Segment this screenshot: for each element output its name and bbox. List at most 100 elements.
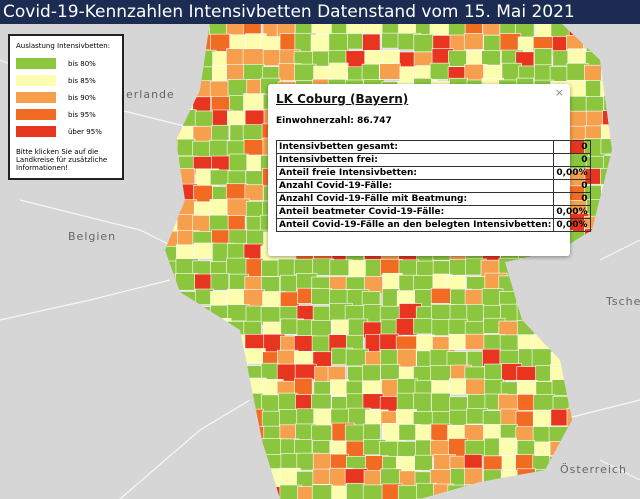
district[interactable] xyxy=(313,408,334,426)
district[interactable] xyxy=(534,64,553,83)
district[interactable] xyxy=(603,155,623,174)
district[interactable] xyxy=(618,366,639,382)
close-button[interactable]: × xyxy=(554,86,564,99)
district[interactable] xyxy=(569,289,593,309)
district[interactable] xyxy=(550,273,571,294)
district[interactable] xyxy=(161,454,179,472)
district[interactable] xyxy=(549,441,572,462)
district[interactable] xyxy=(175,81,195,98)
district[interactable] xyxy=(532,410,554,430)
district[interactable] xyxy=(414,454,433,471)
district[interactable] xyxy=(260,468,282,488)
district[interactable] xyxy=(176,365,198,383)
district[interactable] xyxy=(161,486,185,499)
district[interactable] xyxy=(177,335,201,355)
district[interactable] xyxy=(177,347,201,368)
district[interactable] xyxy=(600,48,619,64)
district[interactable] xyxy=(210,351,232,372)
district[interactable] xyxy=(311,320,332,338)
district[interactable] xyxy=(244,348,266,364)
district[interactable] xyxy=(161,198,182,219)
district[interactable] xyxy=(568,393,592,414)
district[interactable] xyxy=(533,317,556,336)
district[interactable] xyxy=(245,484,266,499)
district[interactable] xyxy=(195,336,217,353)
district[interactable] xyxy=(603,364,624,382)
district[interactable] xyxy=(619,125,639,142)
district[interactable] xyxy=(551,318,574,336)
district[interactable] xyxy=(601,32,621,50)
district[interactable] xyxy=(209,439,232,460)
district[interactable] xyxy=(448,378,468,395)
district[interactable] xyxy=(244,408,264,430)
district[interactable] xyxy=(548,426,570,444)
district[interactable] xyxy=(464,467,483,485)
district[interactable] xyxy=(535,469,556,489)
district[interactable] xyxy=(209,139,230,158)
district[interactable] xyxy=(602,110,626,129)
district[interactable] xyxy=(516,288,536,307)
district[interactable] xyxy=(586,36,604,54)
district[interactable] xyxy=(209,468,231,485)
district[interactable] xyxy=(175,199,198,217)
district[interactable] xyxy=(175,302,198,322)
district[interactable] xyxy=(499,33,522,52)
district[interactable] xyxy=(584,289,607,307)
district[interactable] xyxy=(178,33,201,50)
district[interactable] xyxy=(549,486,569,499)
district[interactable] xyxy=(619,156,636,173)
district[interactable] xyxy=(175,319,195,337)
district[interactable] xyxy=(484,379,504,396)
district[interactable] xyxy=(413,392,432,413)
district[interactable] xyxy=(161,184,182,205)
district[interactable] xyxy=(603,275,625,295)
district[interactable] xyxy=(226,453,248,470)
district[interactable] xyxy=(346,482,365,499)
district[interactable] xyxy=(603,483,622,499)
district[interactable] xyxy=(380,468,403,486)
district[interactable] xyxy=(551,257,574,277)
district[interactable] xyxy=(619,410,640,427)
district[interactable] xyxy=(585,482,607,499)
district[interactable] xyxy=(620,183,640,199)
district[interactable] xyxy=(566,408,587,429)
district[interactable] xyxy=(586,275,610,294)
district[interactable] xyxy=(533,272,552,289)
district[interactable] xyxy=(618,440,638,456)
district[interactable] xyxy=(293,258,316,275)
district[interactable] xyxy=(158,291,180,311)
district[interactable] xyxy=(619,81,640,98)
district[interactable] xyxy=(600,333,619,350)
district[interactable] xyxy=(210,364,233,383)
district[interactable] xyxy=(211,381,232,398)
district[interactable] xyxy=(585,258,607,279)
district[interactable] xyxy=(159,350,180,367)
district[interactable] xyxy=(416,334,435,351)
district[interactable] xyxy=(226,441,246,461)
district[interactable] xyxy=(568,261,590,280)
district[interactable] xyxy=(330,408,350,426)
district[interactable] xyxy=(262,49,281,67)
district[interactable] xyxy=(158,425,179,445)
district[interactable] xyxy=(260,259,281,277)
district[interactable] xyxy=(162,155,182,173)
district[interactable] xyxy=(362,423,381,441)
district[interactable] xyxy=(620,426,640,442)
district[interactable] xyxy=(620,337,639,357)
district[interactable] xyxy=(621,170,640,189)
district[interactable] xyxy=(160,410,180,430)
district[interactable] xyxy=(585,438,608,458)
district[interactable] xyxy=(311,335,331,354)
district[interactable] xyxy=(158,366,177,384)
district[interactable] xyxy=(193,242,215,259)
district[interactable] xyxy=(245,468,266,487)
district[interactable] xyxy=(245,455,265,475)
district[interactable] xyxy=(244,426,265,447)
district[interactable] xyxy=(549,291,572,310)
district[interactable] xyxy=(465,378,487,395)
district[interactable] xyxy=(175,48,193,66)
district[interactable] xyxy=(225,396,247,417)
district[interactable] xyxy=(585,364,607,381)
district[interactable] xyxy=(380,364,401,381)
district[interactable] xyxy=(228,381,248,399)
